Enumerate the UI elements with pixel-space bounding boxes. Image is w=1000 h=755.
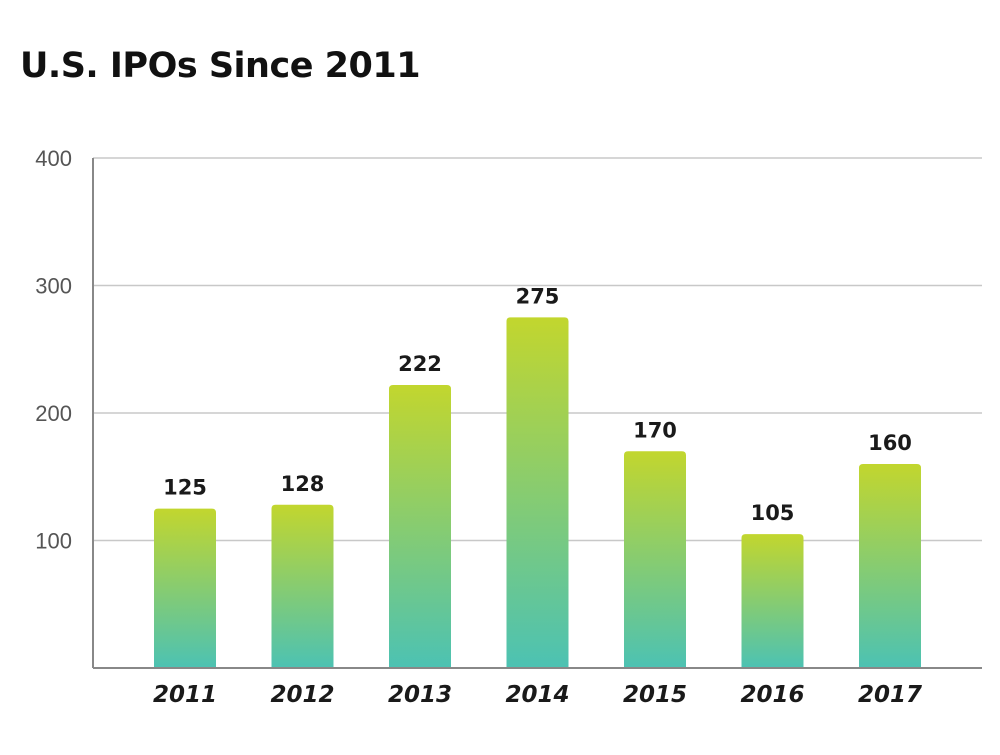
bar-2015 [624,451,686,668]
x-tick-label-2013: 2013 [388,682,452,708]
data-label-2011: 125 [163,476,207,500]
bar-2017 [859,464,921,668]
data-label-2012: 128 [281,472,325,496]
x-tick-label-2017: 2017 [858,682,922,708]
bar-2013 [389,384,451,668]
y-tick-label: 400 [35,146,72,171]
x-tick-label-2014: 2014 [505,682,569,708]
bar-2016 [741,534,804,668]
data-label-2016: 105 [751,501,795,525]
y-tick-label: 300 [35,274,72,299]
bar-2014 [506,317,569,668]
data-label-2017: 160 [868,431,912,455]
bar-2012 [271,504,334,668]
data-label-2014: 275 [516,284,560,308]
x-tick-label-2011: 2011 [153,682,217,708]
chart-title: U.S. IPOs Since 2011 [20,46,421,86]
y-tick-label: 200 [35,401,72,426]
bar-2011 [154,508,216,668]
data-label-2013: 222 [398,352,442,376]
axes [92,158,982,669]
bars [154,317,921,668]
x-tick-label-2016: 2016 [740,682,804,708]
y-tick-label: 100 [35,529,72,554]
x-tick-label-2012: 2012 [270,682,334,708]
data-label-2015: 170 [633,418,677,442]
labels: 100 200 300 400 125 2011 128 2012 222 2013 275 2014… [35,146,922,708]
x-tick-label-2015: 2015 [623,682,687,708]
